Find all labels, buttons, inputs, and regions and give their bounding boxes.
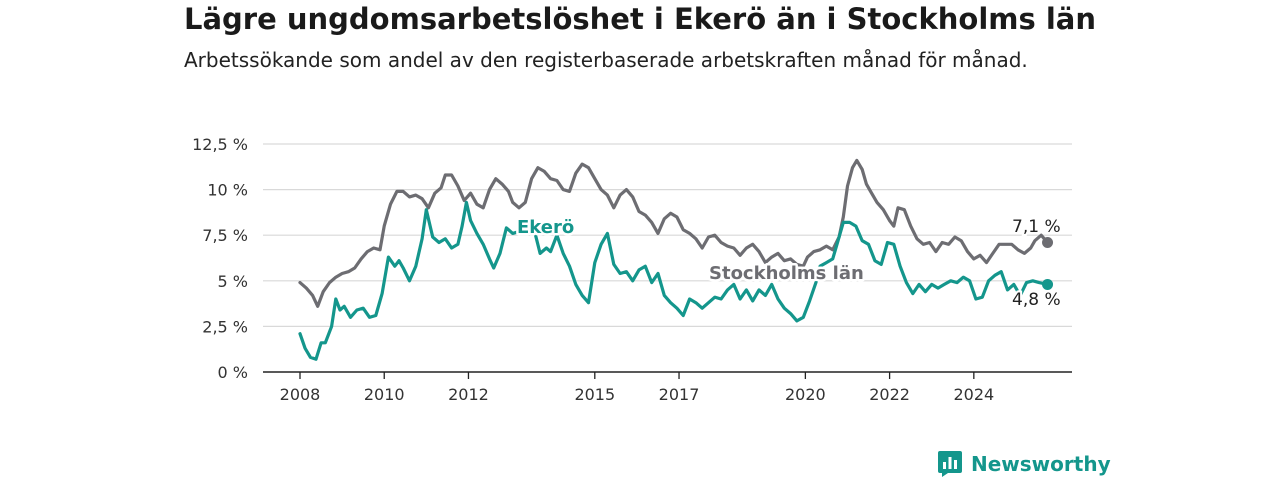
x-tick-label: 2017 bbox=[659, 385, 700, 404]
y-axis-ticks: 0 % 2,5 % 5 % 7,5 % 10 % 12,5 % bbox=[192, 135, 248, 382]
series-line-stockholms-lan bbox=[298, 158, 1050, 308]
series-label-stockholms-lan: Stockholms län bbox=[709, 263, 864, 284]
end-value-label-ekero: 4,8 % bbox=[1012, 290, 1061, 310]
x-tick-label: 2015 bbox=[574, 385, 615, 404]
y-tick-label: 12,5 % bbox=[192, 135, 248, 154]
chart-title: Lägre ungdomsarbetslöshet i Ekerö än i S… bbox=[184, 2, 1096, 36]
x-tick-label: 2008 bbox=[280, 385, 321, 404]
x-tick-label: 2024 bbox=[953, 385, 994, 404]
x-axis: 2008 2010 2012 2015 2017 2020 2022 2024 bbox=[263, 371, 1072, 404]
chart-subtitle: Arbetssökande som andel av den registerb… bbox=[184, 48, 1028, 72]
series-lines bbox=[298, 158, 1054, 361]
x-tick-label: 2010 bbox=[364, 385, 405, 404]
chart-bubble-icon bbox=[938, 451, 962, 477]
series-line-ekero bbox=[298, 200, 1050, 361]
brand-name: Newsworthy bbox=[971, 452, 1111, 476]
x-tick-label: 2022 bbox=[869, 385, 910, 404]
series-labels: Stockholms län Ekerö 7,1 % 4,8 % bbox=[515, 215, 1063, 313]
y-tick-label: 10 % bbox=[207, 181, 248, 200]
y-tick-label: 0 % bbox=[218, 363, 248, 382]
x-tick-label: 2012 bbox=[448, 385, 489, 404]
y-tick-label: 2,5 % bbox=[202, 317, 248, 336]
y-tick-label: 7,5 % bbox=[202, 226, 248, 245]
series-end-point bbox=[1042, 278, 1054, 290]
brand-logo: Newsworthy bbox=[937, 450, 1111, 478]
series-end-point bbox=[1042, 236, 1054, 248]
y-tick-label: 5 % bbox=[218, 272, 248, 291]
series-label-ekero: Ekerö bbox=[517, 217, 574, 238]
x-tick-label: 2020 bbox=[785, 385, 826, 404]
end-value-label-stockholms-lan: 7,1 % bbox=[1012, 217, 1061, 237]
grid-lines bbox=[263, 143, 1072, 327]
